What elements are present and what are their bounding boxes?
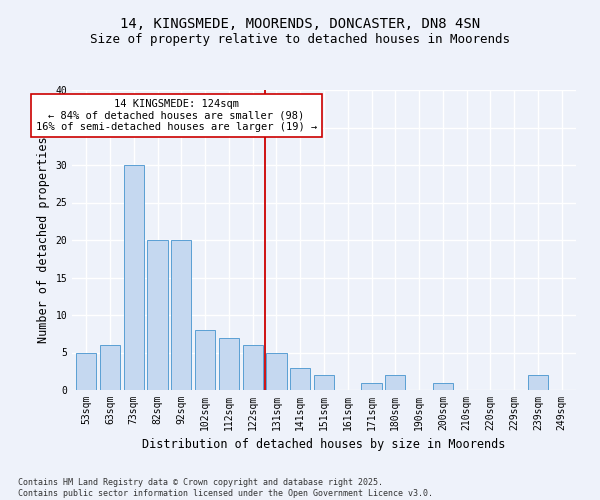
- Bar: [219, 338, 239, 390]
- Bar: [171, 240, 191, 390]
- Bar: [290, 368, 310, 390]
- Bar: [361, 382, 382, 390]
- Text: 14, KINGSMEDE, MOORENDS, DONCASTER, DN8 4SN: 14, KINGSMEDE, MOORENDS, DONCASTER, DN8 …: [120, 18, 480, 32]
- Bar: [266, 352, 287, 390]
- Bar: [124, 165, 144, 390]
- Bar: [433, 382, 453, 390]
- Bar: [314, 375, 334, 390]
- X-axis label: Distribution of detached houses by size in Moorends: Distribution of detached houses by size …: [142, 438, 506, 452]
- Text: 14 KINGSMEDE: 124sqm
← 84% of detached houses are smaller (98)
16% of semi-detac: 14 KINGSMEDE: 124sqm ← 84% of detached h…: [36, 99, 317, 132]
- Bar: [385, 375, 406, 390]
- Bar: [242, 345, 263, 390]
- Bar: [76, 352, 97, 390]
- Bar: [528, 375, 548, 390]
- Bar: [195, 330, 215, 390]
- Y-axis label: Number of detached properties: Number of detached properties: [37, 136, 50, 344]
- Text: Size of property relative to detached houses in Moorends: Size of property relative to detached ho…: [90, 32, 510, 46]
- Text: Contains HM Land Registry data © Crown copyright and database right 2025.
Contai: Contains HM Land Registry data © Crown c…: [18, 478, 433, 498]
- Bar: [100, 345, 120, 390]
- Bar: [148, 240, 167, 390]
